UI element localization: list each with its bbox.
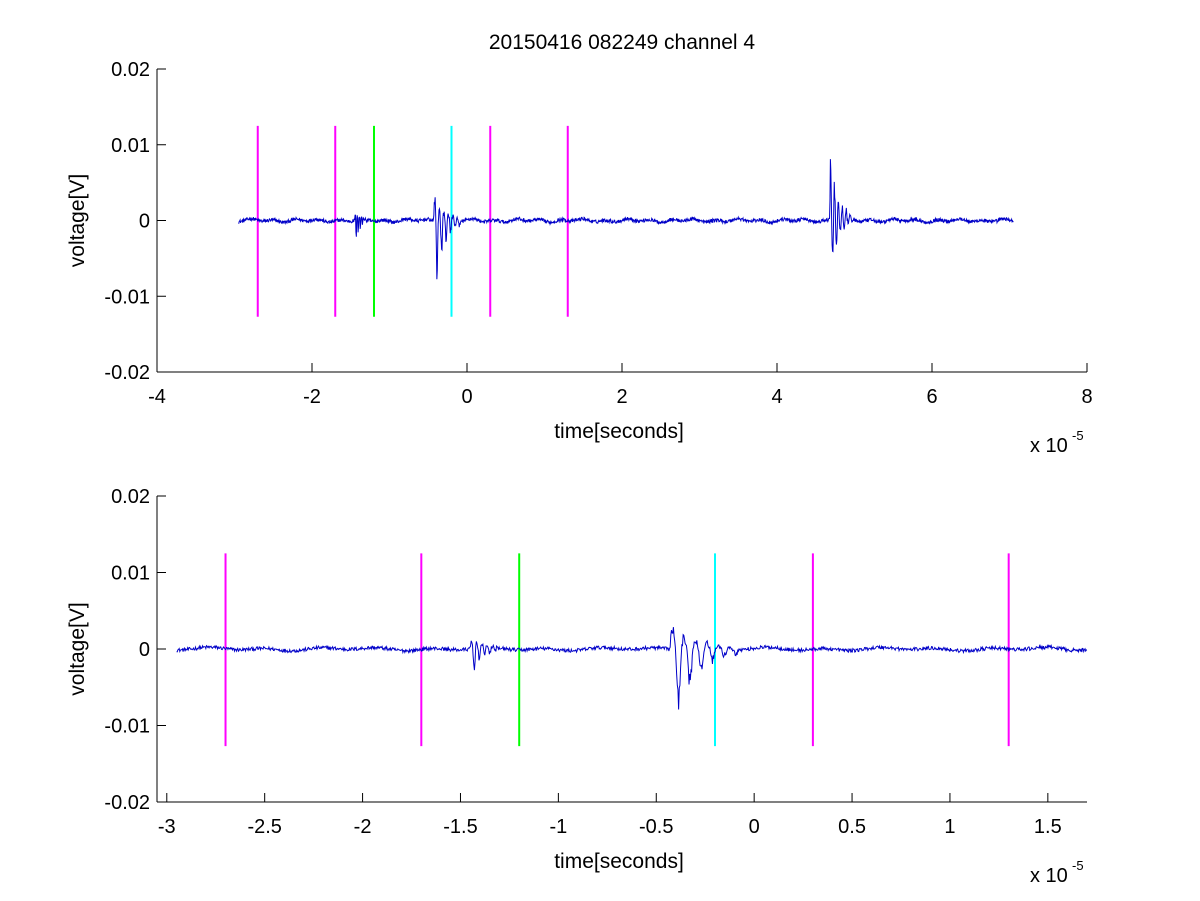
x-tick-label: 2	[616, 386, 627, 408]
x-exponent-power: -5	[1072, 858, 1084, 873]
y-tick-label: -0.02	[104, 362, 150, 384]
x-tick-label: -2	[354, 816, 372, 838]
x-tick-label: -3	[158, 816, 176, 838]
y-tick-label: 0	[139, 639, 150, 661]
x-exponent-label: x 10	[1030, 865, 1068, 887]
y-axis-label: voltage[V]	[66, 602, 89, 695]
y-tick-label: -0.02	[104, 792, 150, 814]
x-axis-label: time[seconds]	[554, 420, 684, 443]
y-tick-label: 0.01	[111, 135, 150, 157]
x-tick-label: -4	[148, 386, 166, 408]
y-tick-label: 0.02	[111, 486, 150, 508]
x-tick-label: 0	[461, 386, 472, 408]
x-tick-label: -1.5	[443, 816, 477, 838]
x-tick-label: 4	[771, 386, 782, 408]
x-tick-label: 0	[749, 816, 760, 838]
voltage-trace-line	[238, 159, 1014, 280]
y-tick-label: 0.01	[111, 563, 150, 585]
y-tick-label: 0	[139, 211, 150, 233]
x-tick-label: -0.5	[639, 816, 673, 838]
top-plot: -0.02 -0.01 0 0.01 0.02 -4 -2 0 2 4 6 8 time[seconds…	[66, 59, 1093, 457]
y-tick-label: 0.02	[111, 59, 150, 81]
voltage-trace-line	[176, 627, 1088, 710]
x-tick-label: -2.5	[247, 816, 281, 838]
x-exponent-label: x 10	[1030, 435, 1068, 457]
x-tick-label: 6	[926, 386, 937, 408]
y-tick-label: -0.01	[104, 716, 150, 738]
y-tick-label: -0.01	[104, 286, 150, 308]
x-exponent-power: -5	[1072, 428, 1084, 443]
figure-title: 20150416 082249 channel 4	[489, 31, 756, 54]
x-tick-label: -1	[549, 816, 567, 838]
x-tick-label: -2	[303, 386, 321, 408]
x-tick-label: 0.5	[838, 816, 866, 838]
x-tick-label: 8	[1081, 386, 1092, 408]
y-axis-label: voltage[V]	[66, 174, 89, 267]
bottom-plot: -0.02 -0.01 0 0.01 0.02 -3 -2.5 -2 -1.5 -1 -0.5 0 0.…	[66, 486, 1088, 887]
x-tick-label: 1.5	[1034, 816, 1062, 838]
x-axis-label: time[seconds]	[554, 850, 684, 873]
x-tick-label: 1	[944, 816, 955, 838]
